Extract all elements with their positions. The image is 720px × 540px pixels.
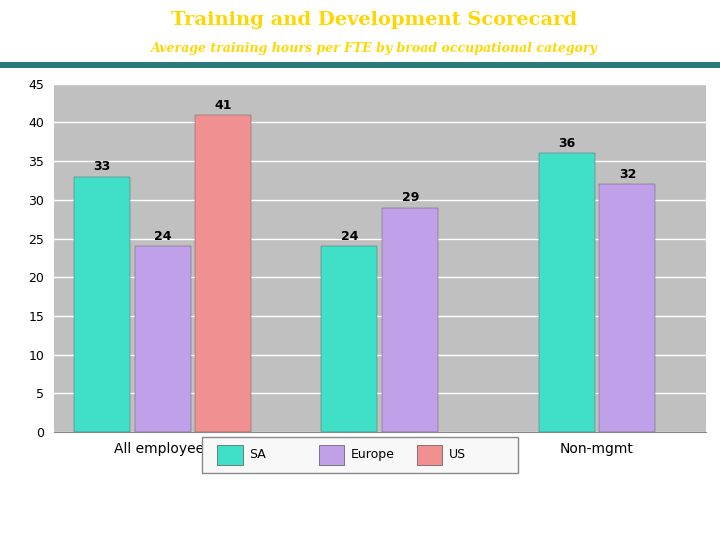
FancyBboxPatch shape [202,437,518,472]
Text: Training and Development Scorecard: Training and Development Scorecard [171,11,577,29]
Text: Average training hours per FTE by broad occupational category: Average training hours per FTE by broad … [151,42,598,55]
Text: Europe: Europe [351,448,395,462]
Bar [382,207,438,432]
Text: 33: 33 [93,160,110,173]
Bar [417,446,442,465]
Text: 24: 24 [341,230,358,243]
Bar [135,246,191,432]
Bar [321,246,377,432]
Text: US: US [449,448,466,462]
Text: SA: SA [249,448,266,462]
Text: 24: 24 [154,230,171,243]
Bar [319,446,344,465]
Text: 72: 72 [353,501,367,511]
Bar [195,114,251,432]
Text: 36: 36 [558,137,575,150]
Text: 41: 41 [215,99,232,112]
Bar [539,153,595,432]
Bar [600,184,655,432]
Bar [74,177,130,432]
Text: SARATOGA: SARATOGA [7,492,103,507]
Text: Copyright © Resolve 2004: Copyright © Resolve 2004 [583,513,713,523]
Text: INSTITUTE: INSTITUTE [7,509,105,523]
Bar [0,62,720,68]
Text: 32: 32 [618,168,636,181]
Text: 29: 29 [402,192,419,205]
Bar [217,446,243,465]
